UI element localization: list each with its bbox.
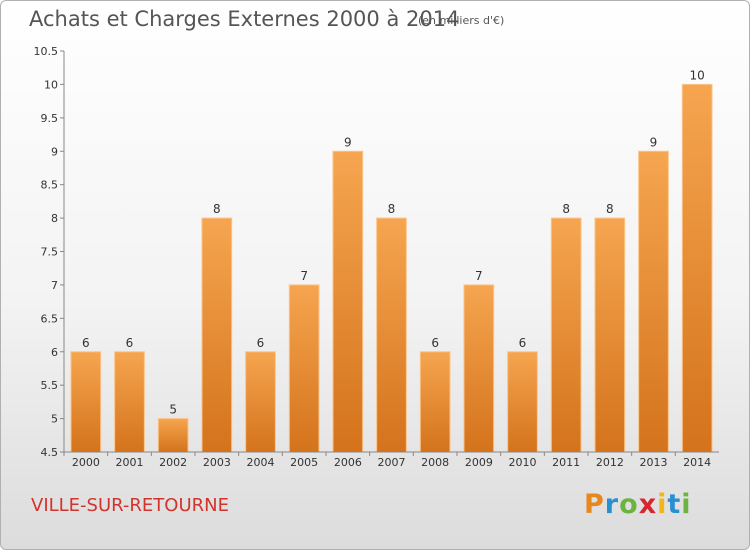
x-tick-label: 2002	[159, 456, 187, 469]
bar	[594, 217, 626, 453]
brand-letter: i	[657, 489, 668, 520]
bar	[201, 217, 233, 453]
brand-letter: x	[638, 489, 658, 520]
x-tick-label: 2010	[509, 456, 537, 469]
brand-letter: i	[681, 489, 692, 520]
x-tick-label: 2005	[290, 456, 318, 469]
bars-layer: 6 6 5 8 6 7 9 8 6 7 6 8 8 9 10	[70, 68, 713, 453]
bar	[332, 150, 364, 453]
brand-letter: r	[604, 489, 620, 520]
data-label: 8	[606, 202, 614, 216]
bar	[463, 284, 495, 453]
x-tick-label: 2006	[334, 456, 362, 469]
y-tick-label: 7.5	[41, 246, 59, 259]
y-tick-label: 4.5	[41, 446, 59, 459]
brand-logo: Proxiti	[584, 489, 692, 520]
y-tick-label: 10.5	[34, 45, 59, 58]
bar	[550, 217, 582, 453]
y-tick-label: 10	[44, 78, 58, 91]
x-tick-label: 2012	[596, 456, 624, 469]
data-label: 7	[475, 269, 483, 283]
y-tick-label: 8.5	[41, 179, 59, 192]
bar	[681, 83, 713, 453]
x-tick-label: 2011	[552, 456, 580, 469]
data-label: 6	[257, 336, 265, 350]
chart-subtitle: (en milliers d'€)	[418, 14, 505, 27]
x-tick-label: 2003	[203, 456, 231, 469]
bar	[288, 284, 320, 453]
y-tick-label: 5	[51, 413, 58, 426]
data-label: 9	[344, 135, 352, 149]
bar	[157, 418, 189, 453]
bar	[245, 351, 276, 453]
brand-letter: t	[667, 489, 682, 520]
chart-title: Achats et Charges Externes 2000 à 2014	[29, 7, 460, 31]
data-label: 8	[388, 202, 396, 216]
data-label: 6	[519, 336, 527, 350]
bar	[507, 351, 538, 453]
data-label: 9	[650, 135, 658, 149]
bar	[638, 150, 669, 453]
data-label: 10	[690, 68, 705, 82]
data-label: 7	[300, 269, 308, 283]
data-label: 6	[126, 336, 134, 350]
data-label: 5	[169, 403, 177, 417]
commune-name: VILLE-SUR-RETOURNE	[31, 495, 229, 516]
brand-letter: P	[584, 489, 605, 520]
x-tick-label: 2009	[465, 456, 493, 469]
brand-letter: o	[619, 489, 639, 520]
y-tick-label: 9	[51, 145, 58, 158]
bar	[419, 351, 451, 453]
x-tick-label: 2013	[640, 456, 668, 469]
x-tick-label: 2008	[421, 456, 449, 469]
y-tick-label: 8	[51, 212, 58, 225]
x-tick-label: 2000	[72, 456, 100, 469]
data-label: 8	[213, 202, 221, 216]
data-label: 6	[82, 336, 90, 350]
y-tick-label: 7	[51, 279, 58, 292]
x-tick-label: 2001	[116, 456, 144, 469]
bar	[114, 351, 145, 453]
y-tick-label: 6.5	[41, 312, 59, 325]
x-tick-label: 2007	[378, 456, 406, 469]
axis-layer: 2000 2001 2002 2003 2004 2005 2006 2007 2008 2009…	[34, 45, 719, 469]
data-label: 8	[562, 202, 570, 216]
bar	[70, 351, 102, 453]
x-tick-label: 2014	[683, 456, 711, 469]
bar	[376, 217, 407, 453]
y-tick-label: 6	[51, 346, 58, 359]
data-label: 6	[431, 336, 439, 350]
x-tick-label: 2004	[247, 456, 275, 469]
y-tick-label: 9.5	[41, 112, 59, 125]
y-tick-label: 5.5	[41, 379, 59, 392]
